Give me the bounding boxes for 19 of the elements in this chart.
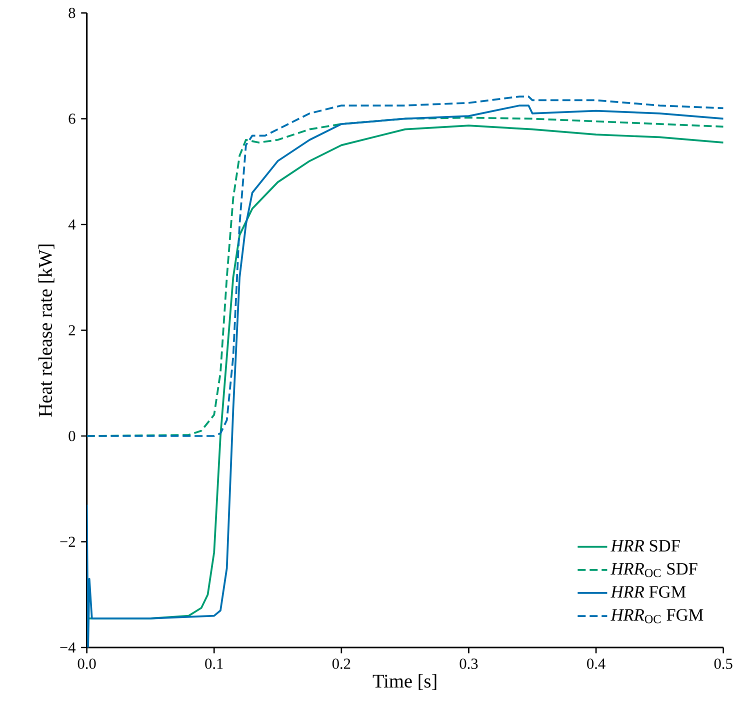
y-tick-label: 0 [68, 430, 76, 441]
x-tick-label: 0.4 [587, 658, 606, 669]
y-tick-label: 8 [68, 8, 76, 18]
y-axis-title: Heat release rate [kW] [38, 244, 54, 417]
x-tick-label: 0.5 [714, 658, 732, 669]
y-tick-label: 6 [68, 113, 76, 124]
x-tick-label: 0.2 [332, 658, 350, 669]
legend-label: HRR$_{OC}$ SDF [610, 562, 698, 577]
legend-label: HRR$_{OC}$ FGM [610, 608, 704, 624]
y-tick-label: −2 [60, 536, 75, 547]
legend-label: HRR FGM [610, 586, 686, 598]
x-tick-label: 0.1 [205, 658, 223, 669]
legend-label: HRR SDF [610, 540, 680, 552]
y-tick-label: 2 [68, 325, 75, 336]
x-axis-title: Time [s] [372, 674, 436, 690]
x-tick-label: 0.0 [78, 658, 96, 669]
x-tick-label: 0.3 [460, 658, 478, 669]
y-tick-label: −4 [60, 642, 76, 652]
y-tick-label: 4 [68, 219, 76, 230]
